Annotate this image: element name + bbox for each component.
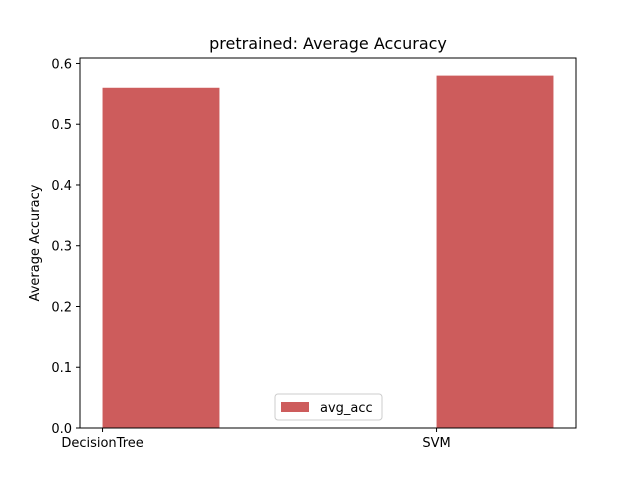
bar-decisiontree bbox=[102, 87, 220, 429]
x-tick-label-svm: SVM bbox=[422, 436, 450, 451]
y-tick-label: 0.6 bbox=[51, 57, 72, 72]
plot-frame bbox=[79, 57, 577, 429]
y-tick-label: 0.5 bbox=[51, 118, 72, 133]
bars-group bbox=[102, 75, 554, 429]
y-axis-label: Average Accuracy bbox=[28, 184, 43, 301]
legend-box bbox=[274, 393, 383, 421]
legend-label: avg_acc bbox=[320, 401, 373, 416]
y-tick-label: 0.2 bbox=[51, 300, 72, 315]
y-axis-ticks: 0.0 0.1 0.2 0.3 0.4 0.5 0.6 bbox=[51, 57, 80, 437]
y-tick-label: 0.4 bbox=[51, 179, 72, 194]
y-tick-label: 0.1 bbox=[51, 361, 72, 376]
x-axis-ticks: DecisionTree SVM bbox=[61, 428, 451, 451]
legend: avg_acc bbox=[274, 393, 383, 421]
y-tick-label: 0.3 bbox=[51, 240, 72, 255]
bar-svm bbox=[436, 75, 554, 428]
chart-title: pretrained: Average Accuracy bbox=[209, 34, 447, 53]
legend-swatch bbox=[281, 402, 309, 412]
y-tick-label: 0.0 bbox=[51, 422, 72, 437]
x-tick-label-decisiontree: DecisionTree bbox=[61, 436, 143, 451]
